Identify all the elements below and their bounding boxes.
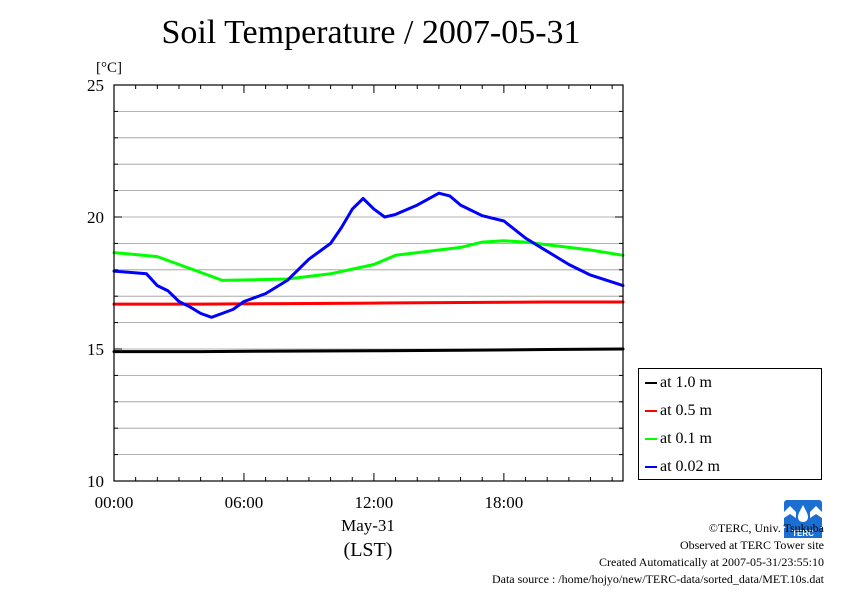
y-tick-label: 10	[87, 472, 104, 491]
credit-source: Data source : /home/hojyo/new/TERC-data/…	[491, 572, 824, 586]
legend-swatch	[645, 410, 657, 412]
legend-item: at 0.5 m	[645, 399, 712, 423]
plot-frame	[113, 84, 624, 482]
legend-label: at 0.5 m	[660, 402, 712, 419]
legend-swatch	[645, 466, 657, 468]
y-tick-label: 20	[87, 208, 104, 227]
x-tick-label: 18:00	[485, 493, 524, 512]
x-axis-date-label: May-31	[341, 516, 395, 535]
legend-label: at 1.0 m	[660, 374, 712, 391]
series-line	[112, 347, 625, 354]
x-tick-label: 06:00	[225, 493, 264, 512]
credit-copyright: ©TERC, Univ. Tsukuba	[708, 521, 824, 535]
credit-created: Created Automatically at 2007-05-31/23:5…	[599, 555, 824, 569]
logo-text: TERC	[792, 529, 814, 538]
y-axis-unit-label: [°C]	[96, 60, 122, 76]
legend-item: at 0.1 m	[645, 427, 712, 451]
legend-item: at 0.02 m	[645, 455, 720, 479]
chart-title: Soil Temperature / 2007-05-31	[161, 14, 581, 51]
legend-item: at 1.0 m	[645, 371, 712, 395]
legend-label: at 0.1 m	[660, 430, 712, 447]
credit-observed: Observed at TERC Tower site	[679, 538, 824, 552]
chart-legend: at 1.0 m at 0.5 m at 0.1 m at 0.02 m	[638, 368, 822, 480]
series-line	[112, 191, 625, 319]
tick-labels: 10 15 20 25 00:00 06:00 12:00 18:00	[87, 76, 523, 512]
x-axis-timezone-label: (LST)	[344, 539, 393, 561]
tick-marks	[113, 84, 623, 482]
terc-logo: TERC	[784, 500, 822, 538]
series-line	[112, 239, 625, 282]
series-line	[112, 300, 625, 306]
legend-swatch	[645, 382, 657, 384]
x-tick-label: 00:00	[95, 493, 134, 512]
x-tick-label: 12:00	[355, 493, 394, 512]
series-lines	[112, 191, 625, 354]
y-tick-label: 15	[87, 340, 104, 359]
y-tick-label: 25	[87, 76, 104, 95]
legend-label: at 0.02 m	[660, 458, 720, 475]
grid-lines	[114, 111, 623, 456]
legend-swatch	[645, 438, 657, 440]
